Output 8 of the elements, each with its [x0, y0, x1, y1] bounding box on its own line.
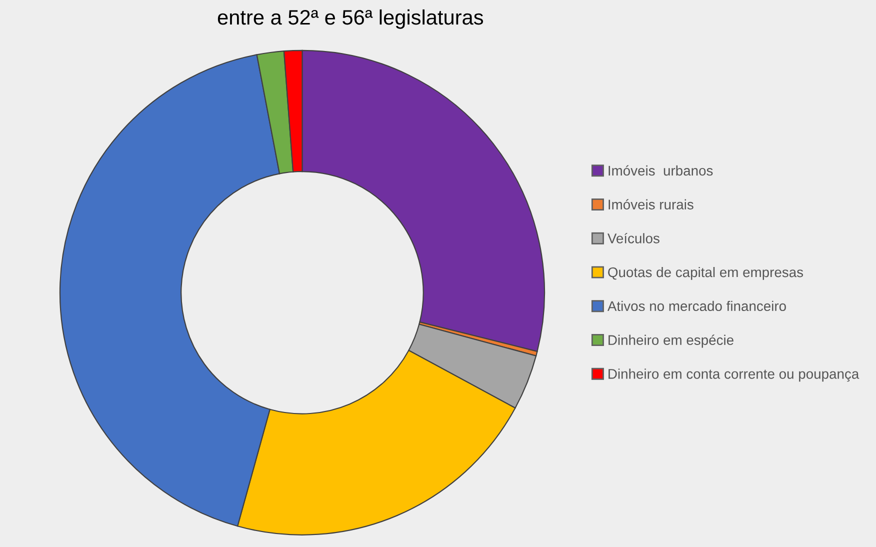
legend-label: Quotas de capital em empresas: [608, 266, 804, 280]
legend-label: Dinheiro em espécie: [608, 334, 734, 348]
legend-label: Imóveis urbanos: [608, 165, 713, 176]
legend-label: Veículos: [608, 232, 660, 244]
legend-label: Imóveis rurais: [608, 199, 694, 210]
legend-label: Dinheiro em conta corrente ou poupança: [608, 368, 860, 382]
legend-label: Ativos no mercado financeiro: [607, 300, 786, 312]
chart-title: entre a 52ª e 56ª legislaturas: [218, 9, 484, 29]
